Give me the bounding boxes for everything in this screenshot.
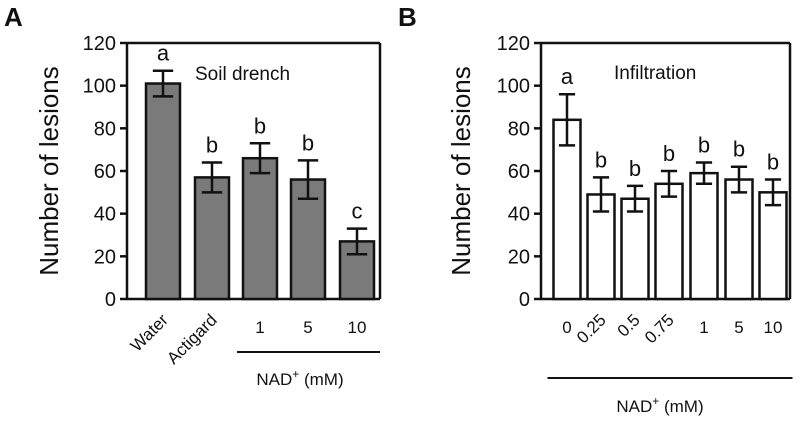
- panel-a-y-tick-label: 0: [105, 289, 116, 311]
- panel-b-group-label-superscript: +: [652, 394, 659, 408]
- panel-b-letter: B: [398, 2, 417, 32]
- panel-a-bar: [193, 176, 231, 301]
- panel-a-letter: A: [4, 2, 23, 32]
- panel-a-y-axis-title: Number of lesions: [34, 66, 64, 276]
- panel-a-y-tick-label: 40: [94, 204, 116, 226]
- panel-a-group-label-main: NAD: [256, 370, 292, 389]
- panel-b-significance-letter: b: [595, 147, 607, 172]
- panel-b-y-tick-label: 120: [497, 33, 530, 55]
- panel-b: B Number of lesions Infiltration 0 20 40 60…: [398, 2, 793, 416]
- panel-a-y-tick-label: 80: [94, 118, 116, 140]
- panel-a-significance-letter: b: [206, 132, 218, 157]
- panel-b-group-label-unit: (mM): [659, 397, 703, 416]
- panel-b-significance-letter: b: [733, 137, 745, 162]
- panel-a-group-label-unit: (mM): [299, 370, 343, 389]
- panel-b-bar: [620, 197, 650, 301]
- panel-a-x-tick-label: Water: [127, 310, 172, 355]
- panel-b-significance-letter: b: [663, 141, 675, 166]
- panel-b-y-tick-label: 20: [508, 246, 530, 268]
- panel-a-x-tick-label: 1: [255, 318, 264, 337]
- panel-b-bar: [758, 191, 788, 301]
- panel-a-significance-letter: b: [254, 113, 266, 138]
- panel-b-significance-letter: b: [698, 132, 710, 157]
- panel-b-significance-letter: b: [629, 156, 641, 181]
- panel-b-x-tick-label: 0: [562, 318, 571, 337]
- panel-a-significance-letter: a: [157, 41, 170, 66]
- panel-b-annotation: Infiltration: [614, 63, 696, 84]
- panel-a-bar: [144, 82, 182, 301]
- panel-a-y-tick-label: 100: [83, 76, 116, 98]
- panel-a-significance-letter: b: [302, 130, 314, 155]
- panel-b-bar: [552, 118, 582, 301]
- panel-a-x-tick-label: 10: [348, 318, 367, 337]
- panel-b-y-tick-label: 60: [508, 161, 530, 183]
- panel-a-y-tick-label: 20: [94, 246, 116, 268]
- panel-b-group-label-main: NAD: [616, 397, 652, 416]
- panel-b-y-tick-label: 0: [519, 289, 530, 311]
- panel-a-x-tick-label: 5: [303, 318, 312, 337]
- panel-b-y-axis-title: Number of lesions: [446, 66, 476, 276]
- panel-b-significance-letter: a: [561, 64, 574, 89]
- panel-b-x-tick-label: 5: [734, 318, 743, 337]
- panel-a-annotation: Soil drench: [195, 64, 290, 85]
- panel-b-bar: [654, 182, 684, 301]
- panel-b-x-tick-label: 0.25: [573, 310, 610, 347]
- panel-b-bar: [724, 178, 754, 301]
- panel-a-bar: [241, 156, 279, 301]
- panel-a: A Number of lesions Soil drench 0 20 40 60 8…: [4, 2, 382, 389]
- panel-b-x-tick-label: 10: [764, 318, 783, 337]
- panel-b-group-label: NAD+ (mM): [616, 394, 703, 416]
- panel-a-y-tick-label: 60: [94, 161, 116, 183]
- panel-b-y-tick-label: 40: [508, 204, 530, 226]
- panel-b-x-tick-label: 0.5: [614, 310, 644, 340]
- panel-a-group-label-superscript: +: [292, 367, 299, 381]
- panel-a-y-tick-label: 120: [83, 33, 116, 55]
- panel-a-x-tick-label: Actigard: [163, 310, 221, 368]
- panel-b-y-tick-label: 80: [508, 118, 530, 140]
- panel-b-bar: [689, 171, 719, 301]
- panel-b-significance-letter: b: [767, 150, 779, 175]
- panel-b-y-tick-label: 100: [497, 76, 530, 98]
- panel-a-significance-letter: c: [352, 199, 363, 224]
- panel-b-x-tick-label: 0.75: [641, 310, 678, 347]
- panel-a-group-label: NAD+ (mM): [256, 367, 343, 389]
- panel-b-x-tick-label: 1: [699, 318, 708, 337]
